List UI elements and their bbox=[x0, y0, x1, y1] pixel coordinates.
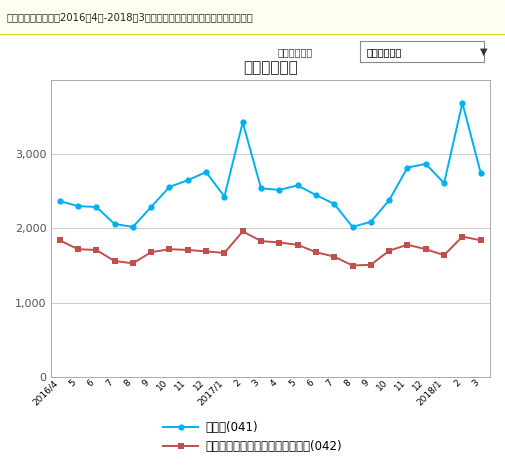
マーガリン・ファットスプレッド(042) bbox=[57, 237, 63, 243]
バター(041) bbox=[57, 198, 63, 204]
Text: 千人当り金額: 千人当り金額 bbox=[367, 47, 402, 57]
マーガリン・ファットスプレッド(042) bbox=[313, 249, 319, 255]
バター(041) bbox=[276, 187, 282, 193]
マーガリン・ファットスプレッド(042) bbox=[331, 254, 337, 260]
マーガリン・ファットスプレッド(042) bbox=[130, 260, 136, 266]
マーガリン・ファットスプレッド(042) bbox=[240, 228, 246, 234]
FancyBboxPatch shape bbox=[360, 41, 484, 62]
バター(041) bbox=[405, 165, 411, 171]
マーガリン・ファットスプレッド(042) bbox=[221, 250, 227, 256]
バター(041) bbox=[240, 120, 246, 125]
Text: 時系列推移【月次／2016年4月-2018年3月／全国／日経収集店舗・全スーパー】: 時系列推移【月次／2016年4月-2018年3月／全国／日経収集店舗・全スーパー… bbox=[6, 13, 253, 23]
Line: バター(041): バター(041) bbox=[57, 100, 484, 230]
バター(041) bbox=[203, 169, 209, 175]
Legend: バター(041), マーガリン・ファットスプレッド(042): バター(041), マーガリン・ファットスプレッド(042) bbox=[163, 421, 342, 453]
バター(041) bbox=[313, 192, 319, 198]
マーガリン・ファットスプレッド(042) bbox=[405, 242, 411, 248]
マーガリン・ファットスプレッド(042) bbox=[148, 249, 154, 255]
バター(041) bbox=[75, 203, 81, 209]
マーガリン・ファットスプレッド(042) bbox=[258, 238, 264, 244]
マーガリン・ファットスプレッド(042) bbox=[112, 258, 118, 264]
バター(041) bbox=[148, 204, 154, 210]
マーガリン・ファットスプレッド(042) bbox=[368, 262, 374, 268]
マーガリン・ファットスプレッド(042) bbox=[478, 237, 484, 243]
マーガリン・ファットスプレッド(042) bbox=[460, 234, 466, 239]
マーガリン・ファットスプレッド(042) bbox=[349, 263, 356, 268]
バター(041) bbox=[167, 184, 173, 190]
マーガリン・ファットスプレッド(042) bbox=[167, 246, 173, 252]
マーガリン・ファットスプレッド(042) bbox=[441, 252, 447, 258]
マーガリン・ファットスプレッド(042) bbox=[294, 242, 300, 248]
マーガリン・ファットスプレッド(042) bbox=[93, 247, 99, 253]
バター(041) bbox=[130, 224, 136, 230]
バター(041) bbox=[331, 201, 337, 207]
バター(041) bbox=[441, 180, 447, 186]
マーガリン・ファットスプレッド(042) bbox=[276, 240, 282, 245]
バター(041) bbox=[294, 183, 300, 188]
バター(041) bbox=[478, 170, 484, 176]
マーガリン・ファットスプレッド(042) bbox=[203, 249, 209, 254]
バター(041) bbox=[368, 219, 374, 225]
Line: マーガリン・ファットスプレッド(042): マーガリン・ファットスプレッド(042) bbox=[57, 228, 484, 268]
Text: 千人当り金額: 千人当り金額 bbox=[367, 47, 402, 57]
バター(041) bbox=[258, 186, 264, 191]
バター(041) bbox=[185, 178, 191, 183]
Text: 折れ線グラフ: 折れ線グラフ bbox=[278, 47, 313, 57]
バター(041) bbox=[460, 100, 466, 106]
マーガリン・ファットスプレッド(042) bbox=[185, 247, 191, 253]
バター(041) bbox=[386, 197, 392, 203]
Title: 販売動向比較: 販売動向比較 bbox=[243, 60, 297, 75]
バター(041) bbox=[423, 161, 429, 167]
Text: ▼: ▼ bbox=[480, 47, 487, 57]
マーガリン・ファットスプレッド(042) bbox=[75, 246, 81, 252]
マーガリン・ファットスプレッド(042) bbox=[423, 246, 429, 252]
バター(041) bbox=[221, 194, 227, 199]
マーガリン・ファットスプレッド(042) bbox=[386, 248, 392, 253]
バター(041) bbox=[349, 224, 356, 230]
バター(041) bbox=[112, 221, 118, 227]
バター(041) bbox=[93, 204, 99, 210]
